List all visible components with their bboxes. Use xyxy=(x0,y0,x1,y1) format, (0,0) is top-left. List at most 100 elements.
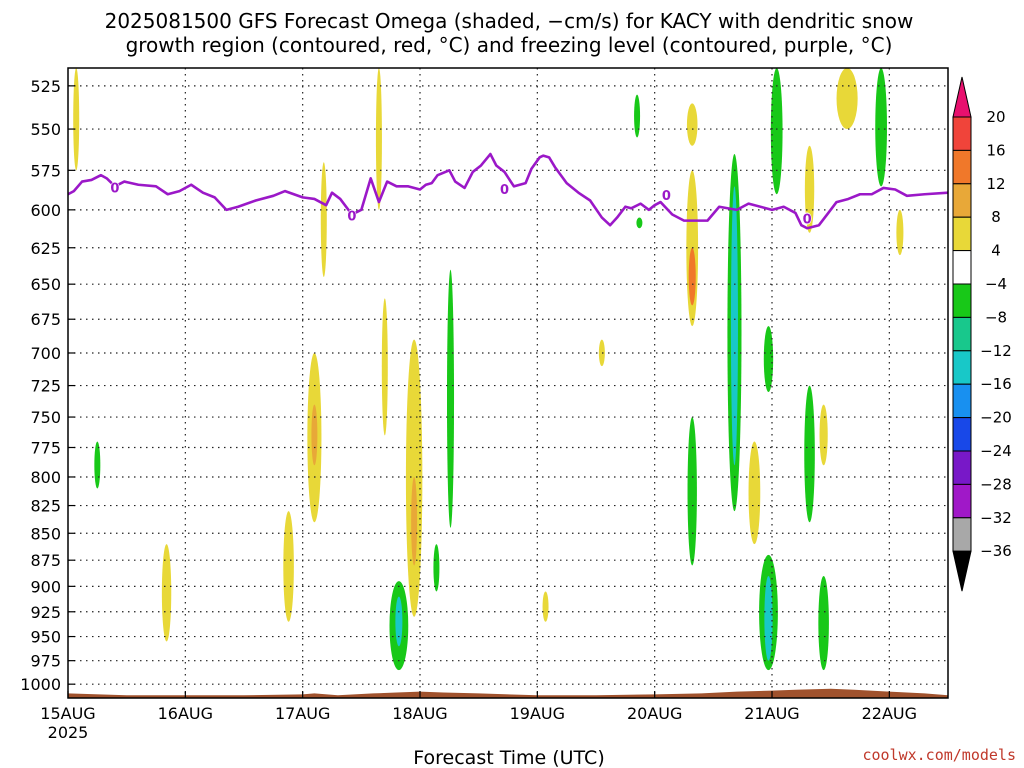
omega-region-14 xyxy=(433,544,440,592)
y-tick-label-625: 625 xyxy=(30,239,61,258)
colorbar-label-10: −24 xyxy=(980,442,1012,460)
x-tick-label-21AUG: 21AUG xyxy=(744,704,799,723)
freezing-label-bg-3 xyxy=(661,189,671,202)
freezing-label-2: 0 xyxy=(500,183,509,198)
omega-region-17 xyxy=(634,94,641,138)
omega-region-36 xyxy=(896,209,904,256)
colorbar-box-10 xyxy=(952,450,972,485)
y-axis: 525 550 575 600 625 650 675 700 725 750 775 800 825 8… xyxy=(20,77,75,694)
colorbar-box-0 xyxy=(952,116,972,151)
freezing-label-3: 0 xyxy=(662,189,671,204)
omega-region-22 xyxy=(687,417,697,566)
x-tick-label-20AUG: 20AUG xyxy=(627,704,682,723)
colorbar-label-11: −28 xyxy=(980,475,1012,493)
omega-region-1 xyxy=(94,441,101,489)
omega-region-6 xyxy=(320,162,327,278)
omega-region-10 xyxy=(395,596,403,647)
omega-region-3 xyxy=(283,511,294,622)
omega-region-31 xyxy=(804,385,815,523)
freezing-label-bg-2 xyxy=(499,182,509,195)
omega-region-18 xyxy=(636,217,643,229)
colorbar-label-1: 16 xyxy=(986,141,1005,159)
x-tick-label-19AUG: 19AUG xyxy=(510,704,565,723)
x-tick-label-18AUG: 18AUG xyxy=(392,704,447,723)
omega-shading xyxy=(73,68,904,671)
y-tick-label-750: 750 xyxy=(30,408,61,427)
omega-region-0 xyxy=(73,68,80,171)
omega-region-30 xyxy=(804,145,815,233)
x-tick-label-17AUG: 17AUG xyxy=(275,704,330,723)
omega-region-7 xyxy=(375,68,382,210)
colorbar-label-2: 12 xyxy=(986,175,1005,193)
y-tick-label-525: 525 xyxy=(30,77,61,96)
colorbar: 20 16 12 8 4 −4 −8 −12 −16 −20 −24 −28 −32 −36 xyxy=(952,76,1012,592)
colorbar-bottom-triangle xyxy=(952,550,972,592)
omega-region-2 xyxy=(161,544,172,642)
omega-region-25 xyxy=(748,441,761,545)
omega-region-21 xyxy=(688,247,696,306)
omega-region-34 xyxy=(836,68,858,130)
x-tick-label-22AUG: 22AUG xyxy=(862,704,917,723)
omega-region-5 xyxy=(311,404,318,466)
omega-region-16 xyxy=(598,339,605,367)
omega-region-33 xyxy=(818,575,829,671)
y-tick-label-825: 825 xyxy=(30,497,61,516)
chart-title: 2025081500 GFS Forecast Omega (shaded, −… xyxy=(105,9,914,57)
omega-region-32 xyxy=(819,404,828,466)
colorbar-box-3 xyxy=(952,216,972,252)
omega-region-15 xyxy=(542,591,549,622)
y-tick-label-650: 650 xyxy=(30,275,61,294)
omega-region-35 xyxy=(875,68,887,187)
colorbar-label-9: −20 xyxy=(980,409,1012,427)
y-tick-label-775: 775 xyxy=(30,438,61,457)
x-tick-sublabel: 2025 xyxy=(48,723,89,742)
freezing-level-contour: 0 0 0 0 0 xyxy=(67,152,949,230)
freezing-level-line xyxy=(67,152,949,230)
x-tick-label-15AUG: 15AUG xyxy=(40,704,95,723)
colorbar-top-triangle xyxy=(952,76,972,118)
y-tick-label-800: 800 xyxy=(30,468,61,487)
y-tick-label-700: 700 xyxy=(30,344,61,363)
colorbar-label-13: −36 xyxy=(980,542,1012,560)
colorbar-label-0: 20 xyxy=(986,108,1005,126)
y-tick-label-1000: 1000 xyxy=(20,675,61,694)
title-line-2: growth region (contoured, red, °C) and f… xyxy=(126,33,893,57)
omega-region-13 xyxy=(446,269,455,528)
freezing-label-0: 0 xyxy=(110,181,119,196)
colorbar-box-5 xyxy=(952,283,972,318)
colorbar-box-8 xyxy=(952,383,972,419)
credit-text: coolwx.com/models xyxy=(862,746,1016,764)
colorbar-label-5: −4 xyxy=(985,275,1007,293)
colorbar-label-6: −8 xyxy=(985,308,1007,326)
colorbar-box-9 xyxy=(952,417,972,452)
x-axis-label: Forecast Time (UTC) xyxy=(413,747,604,768)
plot-background xyxy=(68,68,948,698)
omega-region-19 xyxy=(686,103,698,146)
freezing-label-bg-1 xyxy=(347,209,357,222)
colorbar-box-7 xyxy=(952,350,972,385)
colorbar-label-12: −32 xyxy=(980,509,1012,527)
freezing-label-1: 0 xyxy=(347,209,356,224)
colorbar-box-11 xyxy=(952,483,972,519)
colorbar-box-2 xyxy=(952,183,972,218)
y-tick-label-950: 950 xyxy=(30,628,61,647)
plot-area: 0 0 0 0 0 xyxy=(67,67,949,699)
grid-lines xyxy=(68,68,948,698)
colorbar-box-1 xyxy=(952,149,972,185)
terrain xyxy=(68,688,948,698)
omega-region-24 xyxy=(730,186,738,466)
y-tick-label-575: 575 xyxy=(30,161,61,180)
colorbar-label-4: 4 xyxy=(991,242,1001,260)
freezing-label-4: 0 xyxy=(803,213,812,228)
colorbar-label-3: 8 xyxy=(991,208,1001,226)
x-tick-label-16AUG: 16AUG xyxy=(158,704,213,723)
omega-region-8 xyxy=(381,298,388,436)
colorbar-box-12 xyxy=(952,517,972,552)
y-tick-label-600: 600 xyxy=(30,201,61,220)
omega-region-26 xyxy=(763,326,774,392)
y-tick-label-725: 725 xyxy=(30,377,61,396)
omega-region-12 xyxy=(411,476,418,566)
y-tick-label-875: 875 xyxy=(30,551,61,570)
